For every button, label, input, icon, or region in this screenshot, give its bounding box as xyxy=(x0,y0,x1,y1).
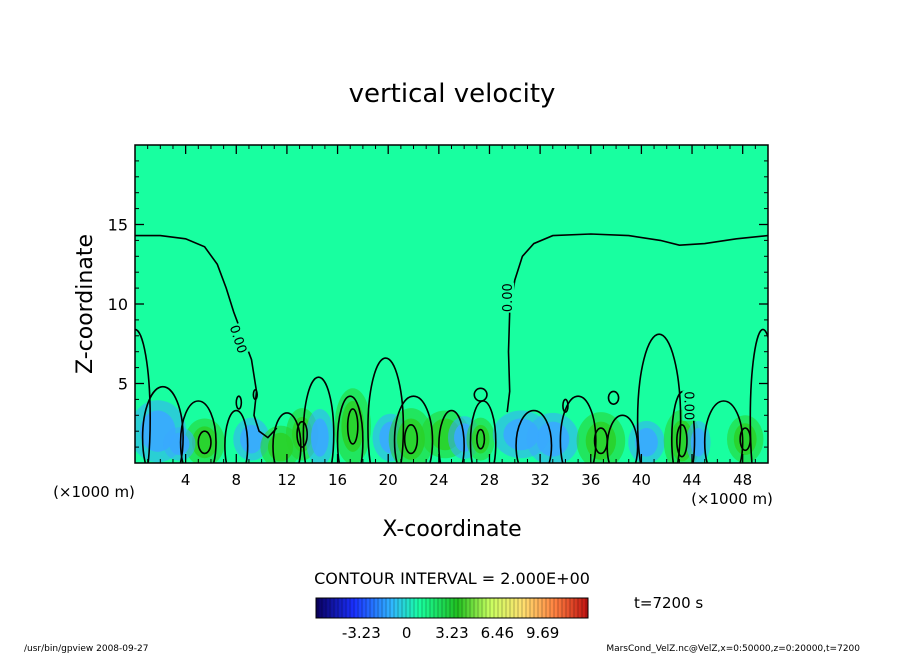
zero-contour xyxy=(506,233,768,413)
x-axis-label: X-coordinate xyxy=(382,517,521,542)
contour-inner-loop xyxy=(593,427,609,455)
velocity-cell-core xyxy=(471,424,490,454)
velocity-cells xyxy=(135,388,764,463)
contour-inner-loop xyxy=(607,390,620,405)
contour-inner-loop xyxy=(403,424,419,455)
y-axis: 5 10 15 xyxy=(108,160,768,448)
x-tick-label: 4 xyxy=(181,471,191,489)
plot-area: 0.000.000.00 xyxy=(135,145,768,463)
velocity-cell-core xyxy=(240,424,263,454)
velocity-cell-core xyxy=(191,426,218,459)
contour-loop xyxy=(135,328,151,463)
contour-inner-loop xyxy=(739,427,752,452)
contour-inner-loop xyxy=(296,420,308,448)
colorbar xyxy=(316,598,588,618)
velocity-cell-core xyxy=(635,428,658,457)
chart-title: vertical velocity xyxy=(349,79,556,109)
x-tick-label: 28 xyxy=(480,471,499,489)
contour-inner-loop xyxy=(197,430,212,455)
velocity-cell-core xyxy=(169,432,190,456)
x-tick-label: 40 xyxy=(632,471,651,489)
contour-loop xyxy=(224,409,249,463)
contour-inner-loop xyxy=(346,408,359,445)
x-tick-label: 24 xyxy=(429,471,448,489)
colorbar-tick-label: 6.46 xyxy=(481,624,514,642)
contour-loop xyxy=(367,357,405,463)
time-annotation: t=7200 s xyxy=(634,594,703,612)
contour-label-bg xyxy=(682,390,697,421)
footer-left: /usr/bin/gpview 2008-09-27 xyxy=(24,644,148,654)
contour-loop xyxy=(559,395,597,463)
x-tick-label: 48 xyxy=(733,471,752,489)
contour-loop xyxy=(393,395,434,463)
y-tick-label: 10 xyxy=(108,295,128,314)
x-tick-label: 32 xyxy=(531,471,550,489)
x-tick-label: 12 xyxy=(277,471,296,489)
contour-loop xyxy=(438,409,465,463)
colorbar-tick-label: 3.23 xyxy=(435,624,468,642)
contour-loop xyxy=(749,328,768,463)
contour-loop xyxy=(336,395,364,463)
contour-label: 0.00 xyxy=(501,283,516,312)
colorbar-tick-label: 0 xyxy=(402,624,412,642)
colorbar-tick-label: 9.69 xyxy=(526,624,559,642)
velocity-cell-core xyxy=(310,418,329,457)
colorbar-tick-label: -3.23 xyxy=(342,624,381,642)
x-tick-label: 8 xyxy=(232,471,242,489)
colorbar-frame xyxy=(315,597,589,619)
velocity-cell-core xyxy=(341,400,365,452)
contour-inner-loop xyxy=(235,395,243,410)
contour-loop xyxy=(636,333,682,463)
contour-inner-loop xyxy=(676,424,688,458)
contour-loop xyxy=(141,385,184,463)
colorbar-stripes xyxy=(317,598,587,618)
contour-inner-loop xyxy=(473,387,488,402)
colorbar-ticks: -3.23 0 3.23 6.46 9.69 xyxy=(342,624,559,642)
contour-label-bg xyxy=(500,282,515,313)
y-tick-label: 5 xyxy=(118,375,128,394)
contour-interval-label: CONTOUR INTERVAL = 2.000E+00 xyxy=(314,569,590,588)
contour-inner-loop xyxy=(476,428,486,450)
x-unit-left: (×1000 m) xyxy=(53,483,135,501)
x-tick-label: 16 xyxy=(328,471,347,489)
contour-loop xyxy=(515,409,553,463)
contour-inner-loop xyxy=(252,389,258,401)
contour-loop xyxy=(302,376,335,463)
contour-inner-loop xyxy=(562,398,569,413)
x-tick-label: 20 xyxy=(379,471,398,489)
contour-loop xyxy=(179,400,217,463)
contour-label: 0.00 xyxy=(681,391,696,420)
velocity-cell-core xyxy=(690,428,706,457)
contour-label-bg xyxy=(227,322,251,356)
x-unit-right: (×1000 m) xyxy=(691,490,773,508)
velocity-cell-core xyxy=(503,418,539,451)
y-axis-label: Z-coordinate xyxy=(73,234,98,374)
x-tick-label: 36 xyxy=(581,471,600,489)
footer-right: MarsCond_VelZ.nc@VelZ,x=0:50000,z=0:2000… xyxy=(606,644,860,654)
x-axis: 4 8 12 16 20 24 28 32 36 40 44 48 xyxy=(147,145,756,489)
x-tick-label: 44 xyxy=(682,471,701,489)
contour-loop xyxy=(703,400,744,463)
y-tick-label: 15 xyxy=(108,216,128,235)
